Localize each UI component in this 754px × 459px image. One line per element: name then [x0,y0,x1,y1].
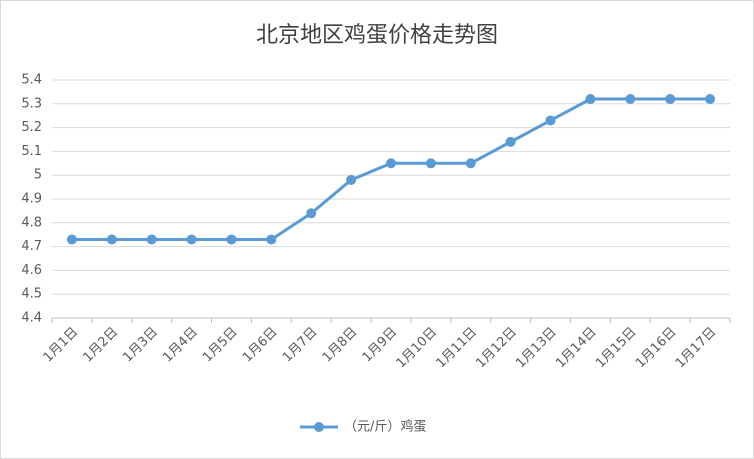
y-tick-label: 5 [34,168,42,183]
chart-title: 北京地区鸡蛋价格走势图 [256,23,498,48]
marker [66,234,77,245]
marker [505,136,516,147]
legend-marker [314,422,324,432]
marker [545,115,556,126]
y-tick-label: 5.3 [21,96,42,111]
marker [705,94,716,105]
y-tick-label: 4.9 [21,192,42,207]
y-tick-label: 4.5 [21,287,42,302]
marker [665,94,676,105]
legend-label: （元/斤）鸡蛋 [344,419,426,435]
y-tick-label: 4.8 [21,215,42,230]
marker [146,234,157,245]
y-tick-label: 5.1 [21,144,42,159]
y-tick-label: 5.2 [21,120,42,135]
marker [585,94,596,105]
marker [465,158,476,169]
y-tick-label: 5.4 [21,73,42,88]
marker [306,208,317,219]
marker [186,234,197,245]
marker [226,234,237,245]
marker [266,234,277,245]
y-tick-label: 4.7 [21,239,42,254]
marker [386,158,396,169]
marker [625,94,636,105]
marker [106,234,117,245]
y-tick-label: 4.4 [21,311,42,326]
marker [346,174,357,185]
y-tick-label: 4.6 [21,263,42,278]
marker [425,158,436,169]
